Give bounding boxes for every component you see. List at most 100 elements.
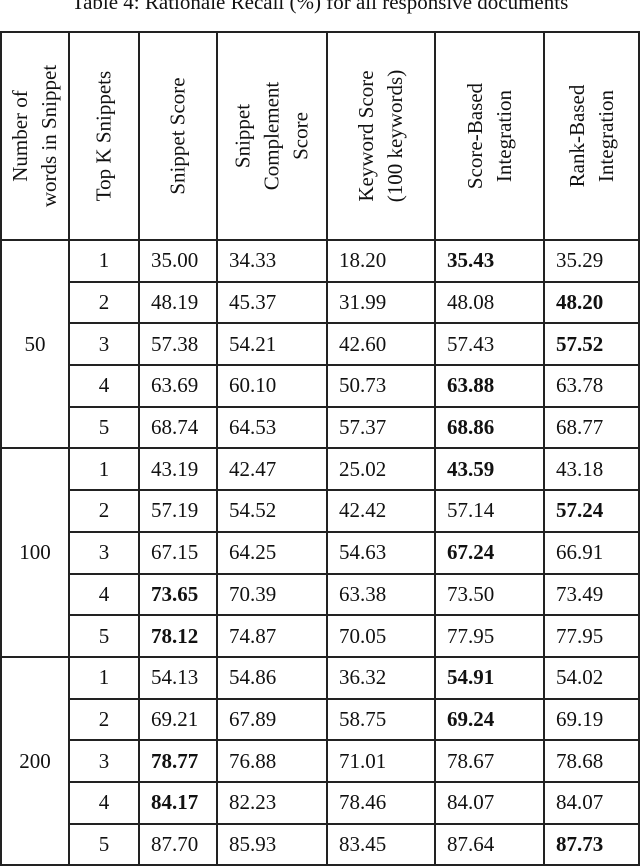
top-k-cell: 4 — [68, 780, 140, 825]
top-k-cell: 1 — [68, 239, 140, 283]
score-cell: 87.64 — [434, 822, 545, 867]
score-cell: 63.78 — [543, 364, 640, 408]
score-cell: 68.86 — [434, 405, 545, 450]
words-in-snippet-cell: 200 — [0, 655, 70, 867]
score-cell: 57.14 — [434, 489, 545, 533]
table-row: 200 1 54.13 54.86 36.32 54.91 54.02 — [0, 655, 640, 867]
table-row: 2 69.21 67.89 58.75 69.24 69.19 — [1, 697, 640, 742]
score-cell: 57.38 — [138, 322, 218, 367]
score-cell: 82.23 — [216, 780, 328, 825]
score-cell: 74.87 — [216, 614, 328, 658]
score-cell: 54.86 — [216, 655, 328, 700]
score-cell: 57.37 — [326, 405, 436, 450]
score-cell: 54.13 — [138, 655, 218, 700]
score-cell: 67.89 — [216, 697, 328, 742]
score-cell: 57.19 — [138, 489, 218, 533]
score-cell: 35.00 — [138, 239, 218, 283]
score-cell: 60.10 — [216, 364, 328, 408]
score-cell: 66.91 — [543, 530, 640, 575]
score-cell: 70.05 — [326, 614, 436, 658]
score-cell: 63.38 — [326, 572, 436, 617]
top-k-cell: 2 — [68, 489, 140, 533]
top-k-cell: 5 — [68, 614, 140, 658]
score-cell: 78.12 — [138, 614, 218, 658]
score-cell: 54.91 — [434, 655, 545, 700]
score-cell: 69.24 — [434, 697, 545, 742]
score-cell: 43.19 — [138, 447, 218, 492]
table-row: 2 57.19 54.52 42.42 57.14 57.24 — [1, 489, 640, 533]
score-cell: 64.53 — [216, 405, 328, 450]
table-caption: Table 4: Rationale Recall (%) for all re… — [71, 0, 569, 14]
score-cell: 48.20 — [543, 280, 640, 325]
words-in-snippet-cell: 50 — [0, 238, 70, 450]
score-cell: 31.99 — [326, 280, 436, 325]
score-cell: 68.77 — [543, 405, 640, 450]
score-cell: 69.21 — [138, 697, 218, 742]
table-row: 4 84.17 82.23 78.46 84.07 84.07 — [1, 780, 640, 825]
top-k-cell: 1 — [68, 447, 140, 492]
score-cell: 73.65 — [138, 572, 218, 617]
score-cell: 54.52 — [216, 489, 328, 533]
table-row: 4 73.65 70.39 63.38 73.50 73.49 — [1, 572, 640, 617]
score-cell: 67.15 — [138, 530, 218, 575]
score-cell: 73.50 — [434, 572, 545, 617]
score-cell: 50.73 — [326, 364, 436, 408]
score-cell: 54.21 — [216, 322, 328, 367]
top-k-cell: 3 — [68, 530, 140, 575]
score-cell: 36.32 — [326, 655, 436, 700]
score-cell: 25.02 — [326, 447, 436, 492]
score-cell: 64.25 — [216, 530, 328, 575]
score-cell: 48.08 — [434, 280, 545, 325]
score-cell: 87.73 — [543, 822, 640, 867]
score-cell: 78.46 — [326, 780, 436, 825]
header-keyword-score: Keyword Score (100 keywords) — [326, 31, 436, 241]
score-cell: 84.07 — [434, 780, 545, 825]
score-cell: 57.43 — [434, 322, 545, 367]
table-row: 100 1 43.19 42.47 25.02 43.59 43.18 — [0, 447, 640, 658]
header-top-k: Top K Snippets — [68, 31, 140, 241]
score-cell: 54.02 — [543, 655, 640, 700]
results-table: Number of words in Snippet Top K Snippet… — [0, 31, 640, 867]
score-cell: 42.60 — [326, 322, 436, 367]
top-k-cell: 2 — [68, 697, 140, 742]
score-cell: 87.70 — [138, 822, 218, 867]
score-cell: 43.59 — [434, 447, 545, 492]
top-k-cell: 5 — [68, 405, 140, 450]
score-cell: 57.52 — [543, 322, 640, 367]
score-cell: 71.01 — [326, 739, 436, 783]
score-cell: 78.68 — [543, 739, 640, 783]
score-cell: 45.37 — [216, 280, 328, 325]
header-words-in-snippet: Number of words in Snippet — [0, 31, 70, 241]
score-cell: 35.43 — [434, 239, 545, 283]
score-cell: 42.42 — [326, 489, 436, 533]
score-cell: 77.95 — [434, 614, 545, 658]
top-k-cell: 3 — [68, 739, 140, 783]
table-row: 2 48.19 45.37 31.99 48.08 48.20 — [1, 280, 640, 325]
top-k-cell: 3 — [68, 322, 140, 367]
score-cell: 78.67 — [434, 739, 545, 783]
score-cell: 84.17 — [138, 780, 218, 825]
score-cell: 68.74 — [138, 405, 218, 450]
score-cell: 73.49 — [543, 572, 640, 617]
header-rank-based-integration: Rank-Based Integration — [543, 31, 640, 241]
table-row: 5 87.70 85.93 83.45 87.64 87.73 — [1, 822, 640, 867]
table-row: 3 57.38 54.21 42.60 57.43 57.52 — [1, 322, 640, 367]
header-row: Number of words in Snippet Top K Snippet… — [0, 31, 640, 241]
score-cell: 83.45 — [326, 822, 436, 867]
top-k-cell: 4 — [68, 364, 140, 408]
score-cell: 43.18 — [543, 447, 640, 492]
table-row: 5 78.12 74.87 70.05 77.95 77.95 — [1, 614, 640, 658]
score-cell: 63.88 — [434, 364, 545, 408]
score-cell: 54.63 — [326, 530, 436, 575]
table-row: 5 68.74 64.53 57.37 68.86 68.77 — [1, 405, 640, 450]
table-body: 50 1 35.00 34.33 18.20 35.43 35.29 2 48.19 45.37 3… — [0, 238, 640, 867]
score-cell: 69.19 — [543, 697, 640, 742]
score-cell: 35.29 — [543, 239, 640, 283]
score-cell: 48.19 — [138, 280, 218, 325]
words-in-snippet-cell: 100 — [0, 447, 70, 658]
score-cell: 70.39 — [216, 572, 328, 617]
header-snippet-score: Snippet Score — [138, 31, 218, 241]
header-snippet-complement-score: Snippet Complement Score — [216, 31, 328, 241]
table-row: 3 78.77 76.88 71.01 78.67 78.68 — [1, 739, 640, 783]
table-row: 50 1 35.00 34.33 18.20 35.43 35.29 — [0, 238, 640, 450]
